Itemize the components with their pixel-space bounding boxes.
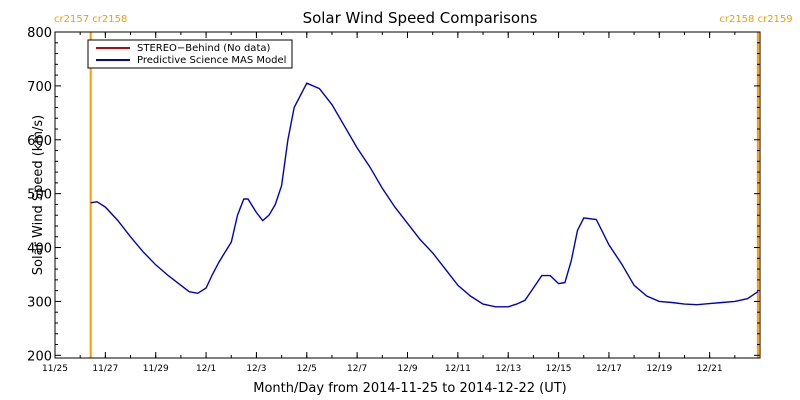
y-tick-label: 400	[27, 242, 52, 257]
x-tick-label: 12/1	[196, 364, 216, 374]
plot-frame	[54, 31, 761, 359]
x-axis-ticks: 11/25 11/27 11/29 12/1 12/3 12/5 12/7 12/9 12/11…	[42, 32, 736, 374]
y-tick-label: 300	[27, 295, 52, 310]
legend-label-model: Predictive Science MAS Model	[137, 55, 286, 66]
y-tick-label: 800	[27, 26, 52, 41]
carrington-label: cr2157 cr2158	[54, 14, 127, 25]
y-tick-label: 200	[27, 349, 52, 364]
chart-title: Solar Wind Speed Comparisons	[303, 9, 538, 27]
x-tick-label: 12/11	[445, 364, 471, 374]
legend: STEREO−Behind (No data) Predictive Scien…	[87, 39, 293, 69]
x-tick-label: 12/5	[297, 364, 317, 374]
legend-label-stereo: STEREO−Behind (No data)	[137, 43, 270, 54]
x-tick-label: 12/13	[495, 364, 521, 374]
x-axis-label: Month/Day from 2014-11-25 to 2014-12-22 …	[253, 381, 566, 396]
y-tick-label: 500	[27, 188, 52, 203]
y-tick-label: 600	[27, 134, 52, 149]
series-lines	[90, 82, 759, 308]
x-tick-label: 12/19	[646, 364, 672, 374]
y-axis-label: Solar Wind Speed (km/s)	[31, 115, 46, 275]
series-line-model	[90, 82, 759, 308]
x-tick-label: 12/3	[246, 364, 266, 374]
x-tick-label: 11/29	[143, 364, 169, 374]
x-tick-label: 12/17	[596, 364, 622, 374]
x-tick-label: 12/9	[397, 364, 417, 374]
x-tick-label: 11/25	[42, 364, 68, 374]
legend-box	[87, 39, 293, 69]
x-tick-label: 11/27	[92, 364, 118, 374]
x-tick-label: 12/21	[697, 364, 723, 374]
y-axis-ticks: 200 300 400 500 600 700 800	[27, 26, 760, 364]
carrington-label: cr2158 cr2159	[719, 14, 792, 25]
x-tick-label: 12/7	[347, 364, 367, 374]
x-tick-label: 12/15	[546, 364, 572, 374]
y-tick-label: 700	[27, 80, 52, 95]
